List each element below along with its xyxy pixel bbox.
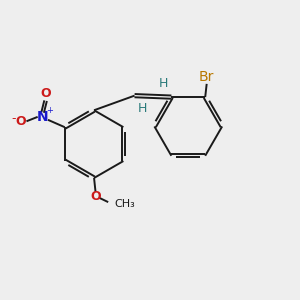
Text: Br: Br bbox=[199, 70, 214, 83]
Text: O: O bbox=[40, 87, 51, 100]
Text: O: O bbox=[90, 190, 101, 203]
Text: O: O bbox=[15, 115, 26, 128]
Text: H: H bbox=[138, 102, 148, 116]
Text: CH₃: CH₃ bbox=[115, 199, 135, 208]
Text: +: + bbox=[46, 106, 52, 115]
Text: N: N bbox=[37, 110, 49, 124]
Text: -: - bbox=[11, 112, 16, 125]
Text: H: H bbox=[158, 77, 168, 90]
